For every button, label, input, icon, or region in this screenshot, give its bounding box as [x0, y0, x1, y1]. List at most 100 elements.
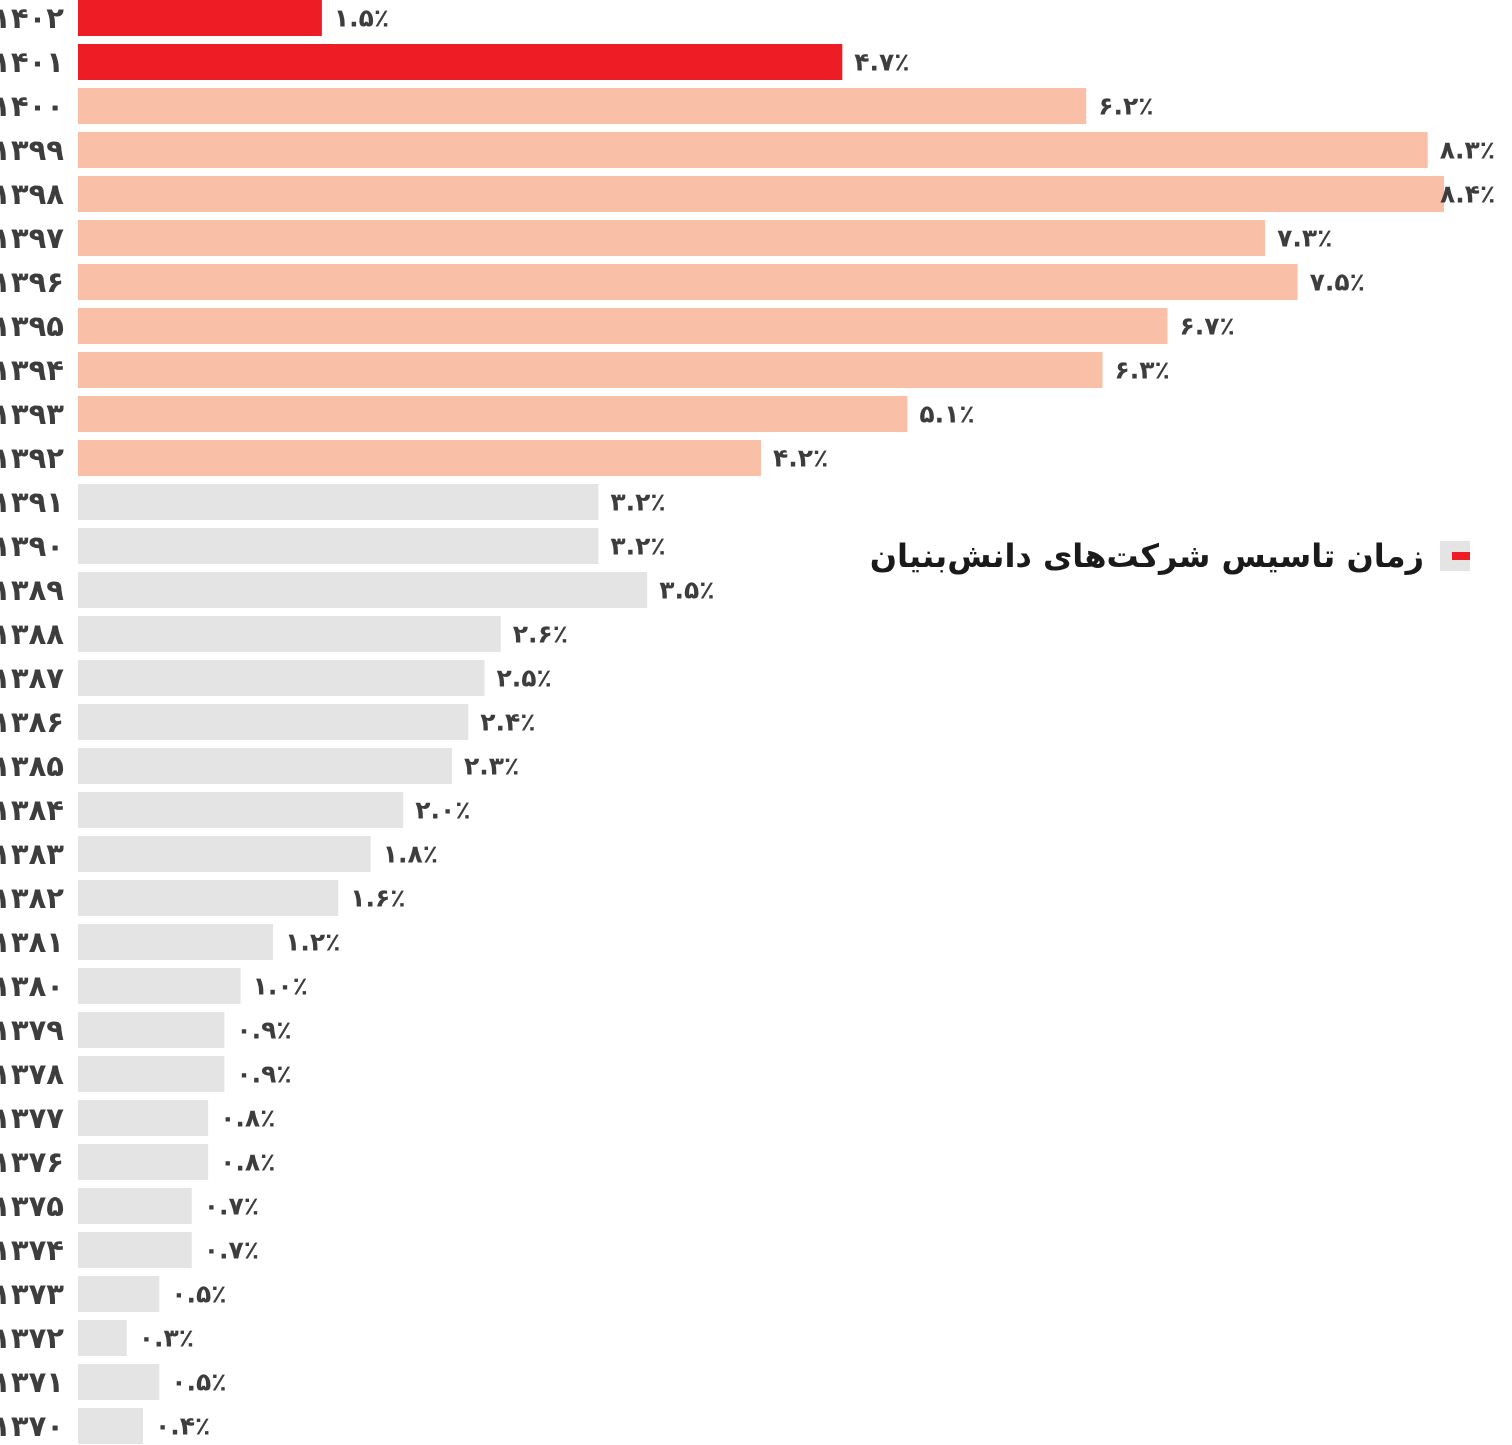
value-label-11: ۳.۲٪: [610, 488, 665, 517]
bars-group: [78, 0, 1444, 1444]
legend-swatch: [1440, 541, 1470, 571]
category-label-14: ۱۳۸۸: [0, 617, 64, 651]
value-label-28: ۰.۷٪: [204, 1236, 259, 1265]
bar-24: [78, 1056, 225, 1092]
category-label-10: ۱۳۹۲: [0, 441, 64, 475]
bar-10: [78, 440, 761, 476]
bar-8: [78, 352, 1103, 388]
category-label-25: ۱۳۷۷: [0, 1101, 64, 1135]
bar-9: [78, 396, 908, 432]
bar-25: [78, 1100, 209, 1136]
value-label-7: ۶.۷٪: [1180, 312, 1235, 341]
bar-17: [78, 748, 452, 784]
category-label-29: ۱۳۷۳: [0, 1277, 64, 1311]
category-label-32: ۱۳۷۰: [0, 1409, 64, 1443]
bar-19: [78, 836, 371, 872]
bar-1: [78, 44, 843, 80]
bar-27: [78, 1188, 192, 1224]
bar-6: [78, 264, 1298, 300]
category-label-18: ۱۳۸۴: [0, 793, 64, 827]
category-label-6: ۱۳۹۶: [0, 265, 64, 299]
category-label-20: ۱۳۸۲: [0, 881, 64, 915]
category-label-28: ۱۳۷۴: [0, 1233, 64, 1267]
value-label-16: ۲.۴٪: [480, 708, 535, 737]
value-label-9: ۵.۱٪: [919, 400, 974, 429]
category-label-4: ۱۳۹۸: [0, 177, 64, 211]
legend: زمان تاسیس شرکت‌های دانش‌بنیان: [870, 532, 1470, 580]
category-label-24: ۱۳۷۸: [0, 1057, 64, 1091]
value-label-21: ۱.۲٪: [285, 928, 340, 957]
bar-31: [78, 1364, 160, 1400]
bar-20: [78, 880, 339, 916]
category-label-3: ۱۳۹۹: [0, 133, 64, 167]
value-label-14: ۲.۶٪: [513, 620, 568, 649]
value-label-18: ۲.۰٪: [415, 796, 470, 825]
bar-12: [78, 528, 599, 564]
value-label-1: ۴.۷٪: [854, 48, 909, 77]
bar-7: [78, 308, 1168, 344]
value-label-8: ۶.۳٪: [1115, 356, 1170, 385]
value-label-2: ۶.۲٪: [1098, 92, 1153, 121]
bar-4: [78, 176, 1444, 212]
bar-21: [78, 924, 274, 960]
value-label-30: ۰.۳٪: [139, 1324, 194, 1353]
category-label-0: ۱۴۰۲: [0, 1, 64, 35]
legend-label: زمان تاسیس شرکت‌های دانش‌بنیان: [869, 537, 1424, 575]
category-label-31: ۱۳۷۱: [0, 1365, 64, 1399]
value-label-19: ۱.۸٪: [383, 840, 438, 869]
category-label-1: ۱۴۰۱: [0, 45, 64, 79]
bar-2: [78, 88, 1087, 124]
bar-23: [78, 1012, 225, 1048]
category-label-8: ۱۳۹۴: [0, 353, 64, 387]
bar-18: [78, 792, 404, 828]
category-label-30: ۱۳۷۲: [0, 1321, 64, 1355]
category-label-16: ۱۳۸۶: [0, 705, 64, 739]
bar-16: [78, 704, 469, 740]
category-label-5: ۱۳۹۷: [0, 221, 64, 255]
bar-32: [78, 1408, 143, 1444]
value-labels-group: ۱.۵٪ ۴.۷٪ ۶.۲٪ ۸.۳٪ ۸.۴٪ ۷.۳٪ ۷.۵٪ ۶.۷٪ ۶.۳٪ ۵.۱٪…: [139, 4, 1495, 1441]
category-label-26: ۱۳۷۶: [0, 1145, 64, 1179]
value-label-22: ۱.۰٪: [253, 972, 308, 1001]
category-label-7: ۱۳۹۵: [0, 309, 64, 343]
value-label-32: ۰.۴٪: [155, 1412, 210, 1441]
value-label-31: ۰.۵٪: [171, 1368, 226, 1397]
category-label-13: ۱۳۸۹: [0, 573, 64, 607]
category-label-23: ۱۳۷۹: [0, 1013, 64, 1047]
bar-15: [78, 660, 485, 696]
value-label-5: ۷.۳٪: [1277, 224, 1332, 253]
category-label-27: ۱۳۷۵: [0, 1189, 64, 1223]
value-label-3: ۸.۳٪: [1440, 136, 1495, 165]
category-label-9: ۱۳۹۳: [0, 397, 64, 431]
category-label-2: ۱۴۰۰: [0, 89, 64, 123]
value-label-10: ۴.۲٪: [773, 444, 828, 473]
category-label-22: ۱۳۸۰: [0, 969, 64, 1003]
bar-14: [78, 616, 501, 652]
bar-11: [78, 484, 599, 520]
bar-3: [78, 132, 1428, 168]
legend-swatch-accent: [1452, 552, 1470, 560]
value-label-6: ۷.۵٪: [1310, 268, 1365, 297]
category-label-19: ۱۳۸۳: [0, 837, 64, 871]
value-label-4: ۸.۴٪: [1440, 180, 1495, 209]
bar-29: [78, 1276, 160, 1312]
value-label-27: ۰.۷٪: [204, 1192, 259, 1221]
value-label-23: ۰.۹٪: [236, 1016, 291, 1045]
value-label-25: ۰.۸٪: [220, 1104, 275, 1133]
category-labels-group: ۱۴۰۲ ۱۴۰۱ ۱۴۰۰ ۱۳۹۹ ۱۳۹۸ ۱۳۹۷ ۱۳۹۶ ۱۳۹۵ ۱۳۹۴ ۱۳۹۳…: [0, 1, 64, 1443]
bar-28: [78, 1232, 192, 1268]
category-label-21: ۱۳۸۱: [0, 925, 64, 959]
value-label-13: ۳.۵٪: [659, 576, 714, 605]
category-label-12: ۱۳۹۰: [0, 529, 64, 563]
category-label-17: ۱۳۸۵: [0, 749, 64, 783]
bar-5: [78, 220, 1266, 256]
value-label-0: ۱.۵٪: [334, 4, 389, 33]
bar-0: [78, 0, 322, 36]
bar-13: [78, 572, 648, 608]
value-label-20: ۱.۶٪: [350, 884, 405, 913]
value-label-24: ۰.۹٪: [236, 1060, 291, 1089]
value-label-26: ۰.۸٪: [220, 1148, 275, 1177]
category-label-15: ۱۳۸۷: [0, 661, 64, 695]
bar-22: [78, 968, 241, 1004]
